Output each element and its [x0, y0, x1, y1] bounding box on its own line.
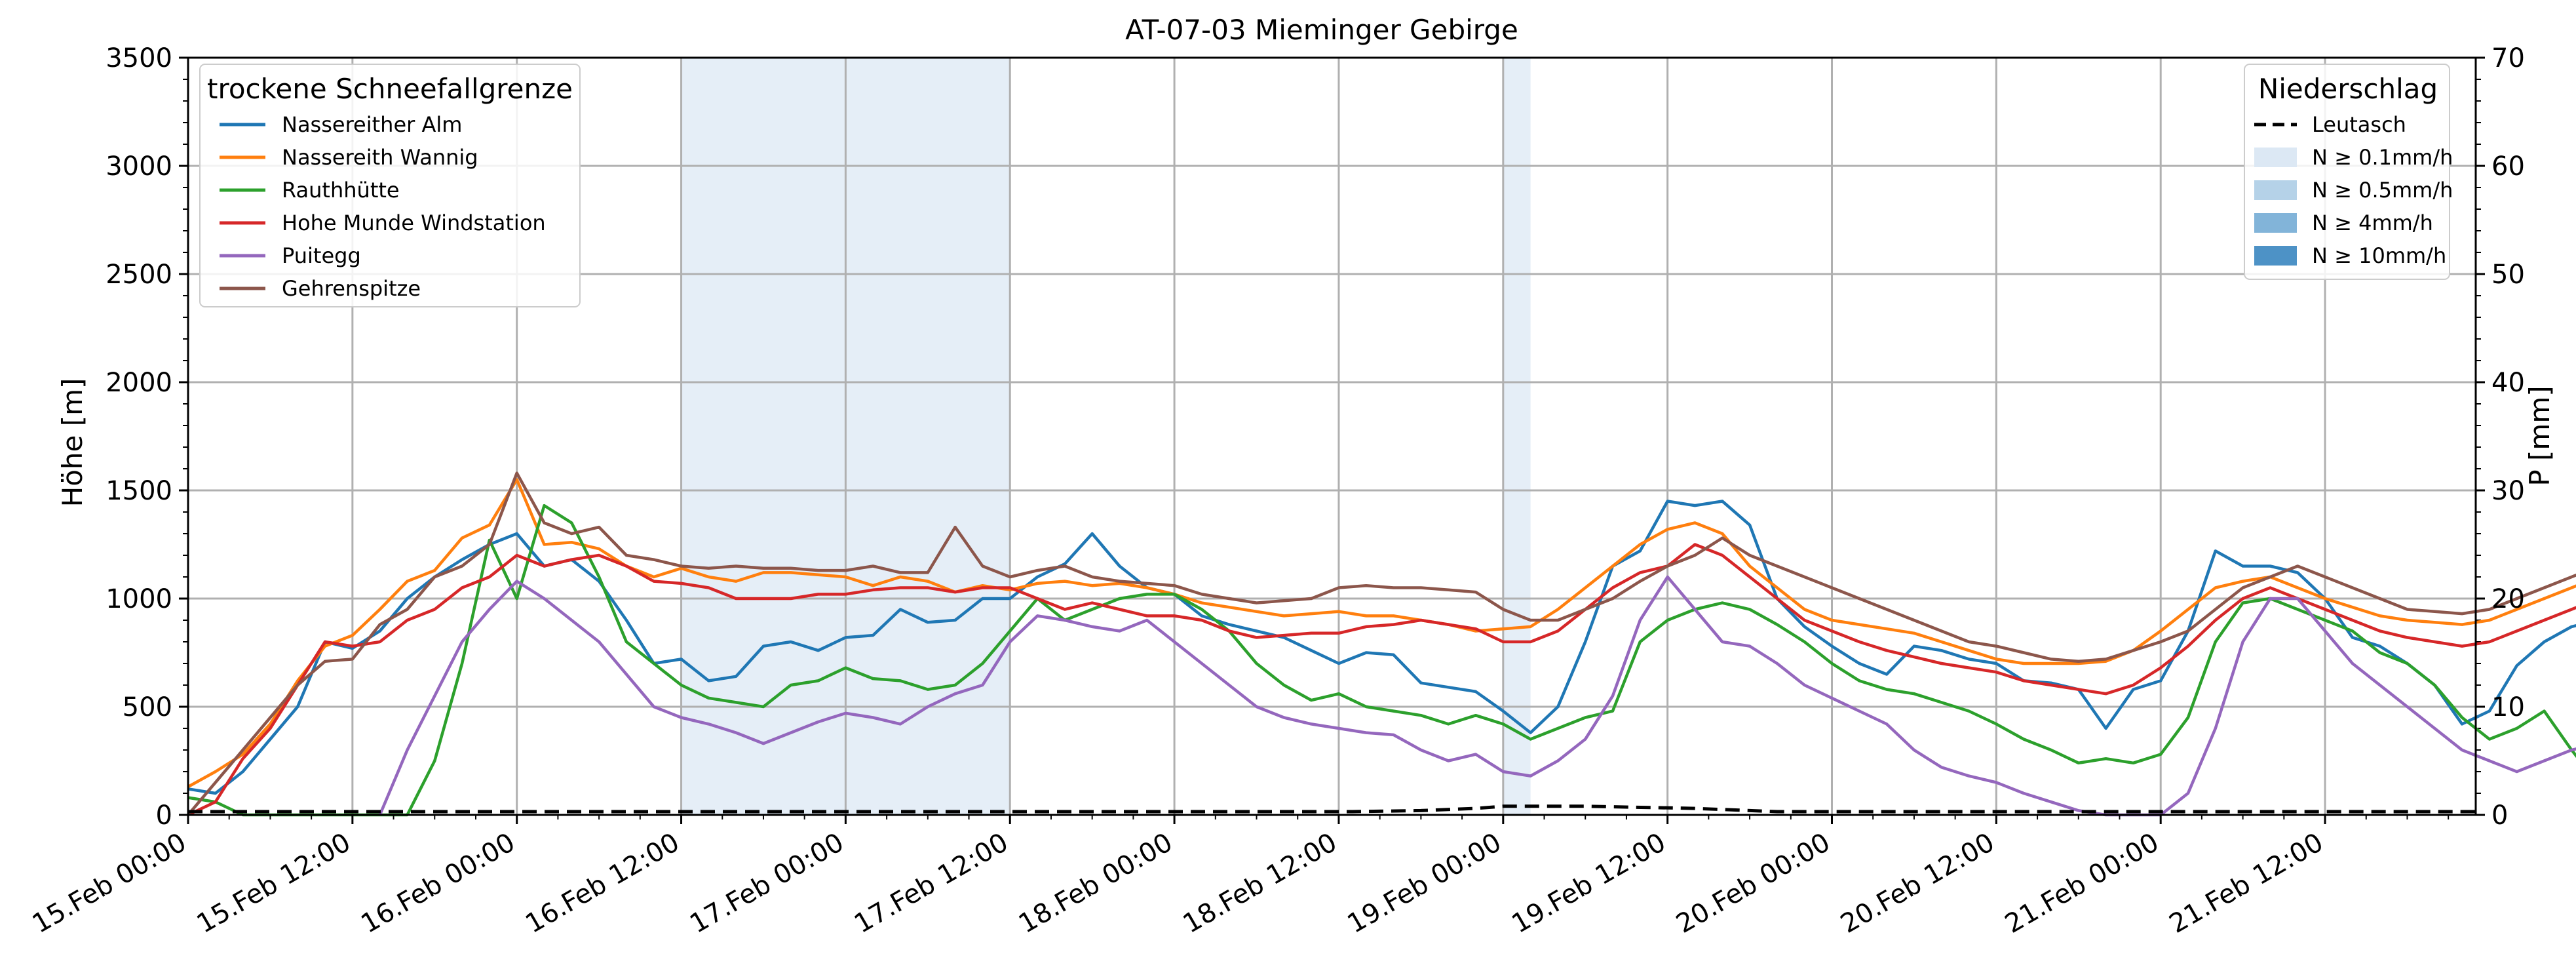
chart-title: AT-07-03 Mieminger Gebirge: [1125, 14, 1518, 46]
legend-precipitation: Niederschlag Leutasch N ≥ 0.1mm/h N ≥ 0.5m…: [2244, 64, 2453, 280]
y-axis-right-title: P [mm]: [2524, 385, 2556, 486]
series-line: [187, 500, 2576, 795]
y-axis-right-tick-label: 30: [2491, 476, 2525, 506]
x-axis-tick-label: 17.Feb 00:00: [685, 827, 849, 939]
legend-precip-label: N ≥ 10mm/h: [2312, 243, 2446, 268]
legend-snowline-label: Gehrenspitze: [282, 276, 421, 301]
x-axis-tick-label: 17.Feb 12:00: [849, 827, 1013, 939]
legend-precip-label: N ≥ 0.1mm/h: [2312, 145, 2453, 170]
series-line: [187, 471, 2576, 816]
y-axis-right-tick-label: 10: [2491, 692, 2525, 722]
y-axis-left-tick-label: 2000: [106, 368, 172, 398]
y-axis-left-tick-label: 500: [123, 692, 172, 722]
precip-line: [188, 804, 2476, 814]
legend-precip-label: N ≥ 4mm/h: [2312, 210, 2433, 235]
series-line: [187, 543, 2576, 817]
x-axis-tick-label: 18.Feb 12:00: [1178, 827, 1342, 939]
x-axis-tick-label: 16.Feb 12:00: [520, 827, 684, 939]
series-line: [378, 575, 2576, 817]
x-axis-tick-label: 20.Feb 12:00: [1836, 827, 1999, 939]
legend-snowline-label: Nassereith Wannig: [282, 145, 478, 170]
legend-precip-label: Leutasch: [2312, 112, 2406, 137]
x-axis-tick-label: 16.Feb 00:00: [356, 827, 520, 939]
y-axis-right-tick-label: 70: [2491, 43, 2525, 73]
y-axis-left-tick-label: 1000: [106, 584, 172, 614]
y-axis-right-tick-label: 50: [2491, 260, 2525, 290]
y-axis-left-tick-label: 3000: [106, 151, 172, 182]
x-axis-tick-label: 19.Feb 00:00: [1343, 827, 1507, 939]
x-axis-tick-label: 21.Feb 12:00: [2164, 827, 2328, 939]
x-axis-tick-label: 15.Feb 12:00: [192, 827, 356, 939]
legend-precip-swatch: [2254, 213, 2297, 233]
y-axis-right-tick-label: 0: [2491, 800, 2508, 831]
y-axis-left-tick-label: 3500: [106, 43, 172, 73]
legend-snowline: trockene Schneefallgrenze Nassereither A…: [199, 64, 581, 307]
legend-precip-label: N ≥ 0.5mm/h: [2312, 178, 2453, 203]
y-axis-right-tick-label: 20: [2491, 584, 2525, 614]
legend-precip-swatch: [2254, 246, 2297, 266]
legend-snowline-label: Hohe Munde Windstation: [282, 210, 546, 235]
x-axis-tick-label: 15.Feb 00:00: [28, 827, 191, 939]
y-axis-left-tick-label: 2500: [106, 260, 172, 290]
legend-snowline-frame: [199, 64, 581, 307]
legend-snowline-label: Rauthhütte: [282, 178, 400, 203]
legend-precip-swatch: [2254, 180, 2297, 200]
precip-band: [1503, 58, 1531, 815]
legend-snowline-label: Nassereither Alm: [282, 112, 462, 137]
series-line: [187, 478, 2576, 789]
y-axis-left-tick-label: 1500: [106, 476, 172, 506]
y-axis-left-tick-label: 0: [156, 800, 172, 831]
x-axis-tick-label: 19.Feb 12:00: [1507, 827, 1670, 939]
y-axis-right-tick-label: 60: [2491, 151, 2525, 182]
y-axis-right-tick-label: 40: [2491, 368, 2525, 398]
x-axis-tick-label: 20.Feb 00:00: [1671, 827, 1835, 939]
legend-snowline-label: Puitegg: [282, 243, 361, 268]
y-axis-left-title: Höhe [m]: [56, 378, 88, 507]
legend-precipitation-title: Niederschlag: [2258, 73, 2438, 105]
legend-snowline-title: trockene Schneefallgrenze: [207, 73, 573, 105]
x-axis-tick-label: 21.Feb 00:00: [2000, 827, 2164, 939]
series-line: [187, 503, 2576, 817]
legend-precip-swatch: [2254, 148, 2297, 167]
x-axis-tick-label: 18.Feb 00:00: [1014, 827, 1178, 939]
plot-frame: [187, 56, 2477, 816]
